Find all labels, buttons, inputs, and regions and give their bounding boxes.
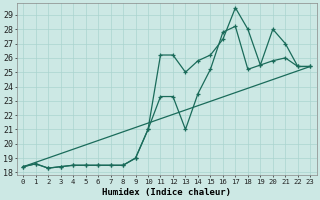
X-axis label: Humidex (Indice chaleur): Humidex (Indice chaleur) <box>102 188 231 197</box>
